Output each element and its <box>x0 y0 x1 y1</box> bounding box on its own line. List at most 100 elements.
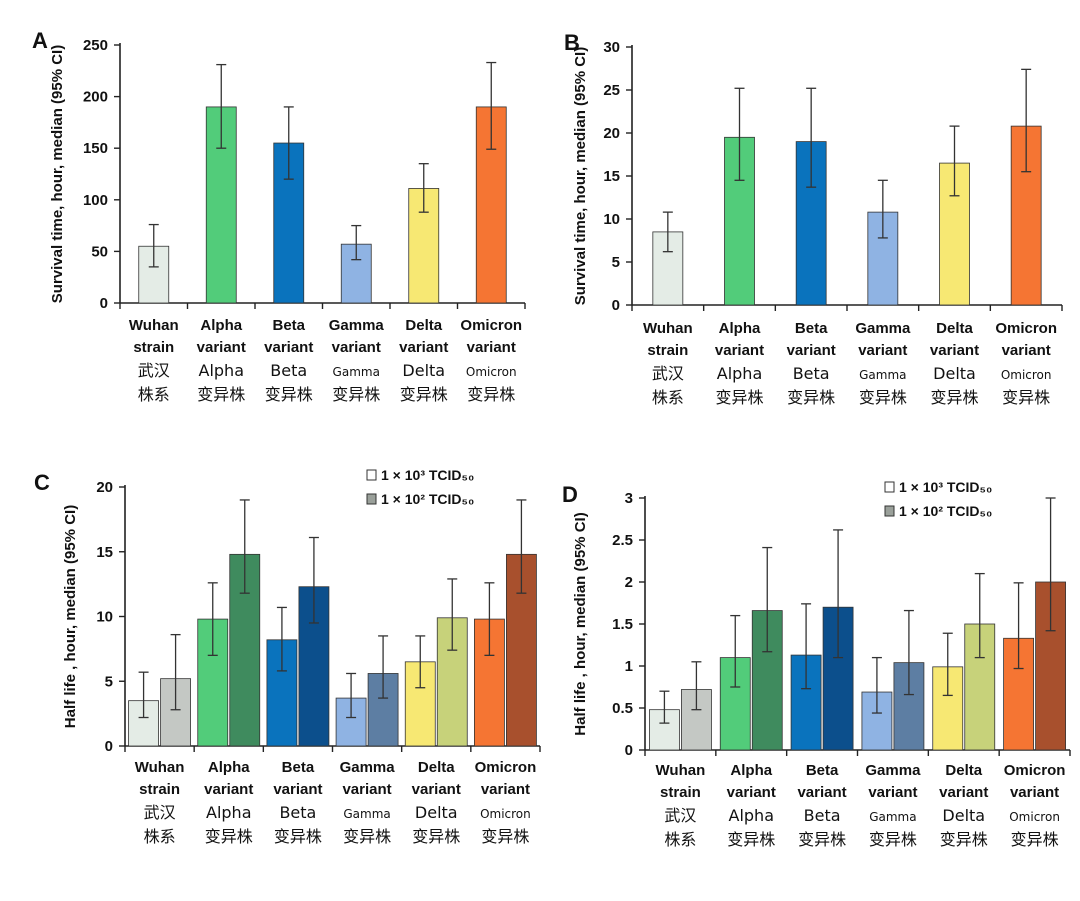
category-cn-type: 变异株 <box>1002 388 1050 407</box>
category-cn-type: 株系 <box>664 830 696 849</box>
category-name: Beta <box>272 317 305 334</box>
category-label-b-delta: Delta variant Delta 变异株 <box>930 320 979 407</box>
y-tick-label-a: 100 <box>83 192 108 209</box>
category-type: strain <box>139 781 180 798</box>
category-cn-name: Beta <box>279 803 316 822</box>
y-axis-label-b: Survival time, hour, median (95% CI) <box>572 47 589 305</box>
category-name: Delta <box>936 320 973 337</box>
category-name: Alpha <box>200 317 242 334</box>
legend-swatch-1e3 <box>366 469 377 481</box>
y-tick-label-b: 20 <box>603 125 620 142</box>
category-type: strain <box>133 339 174 356</box>
y-tick-label-d: 0.5 <box>612 700 633 717</box>
category-cn-type: 变异株 <box>467 385 515 404</box>
category-type: strain <box>660 784 701 801</box>
category-name: Omicron <box>1004 762 1066 779</box>
category-name: Gamma <box>865 762 921 779</box>
category-cn-type: 株系 <box>144 827 176 846</box>
category-label-b-alpha: Alpha variant Alpha 变异株 <box>715 320 764 407</box>
category-cn-name: Beta <box>804 806 841 825</box>
category-label-d-gamma: Gamma variant Gamma 变异株 <box>865 762 921 849</box>
y-axis-label-a: Survival time, hour, median (95% CI) <box>49 45 66 303</box>
category-cn-type: 变异株 <box>205 827 253 846</box>
category-cn-type: 变异株 <box>869 830 917 849</box>
category-cn-type: 株系 <box>138 385 170 404</box>
category-label-c-gamma: Gamma variant Gamma 变异株 <box>340 759 396 846</box>
category-type: variant <box>858 342 907 359</box>
category-type: variant <box>264 339 313 356</box>
category-name: Omicron <box>475 759 537 776</box>
category-label-c-delta: Delta variant Delta 变异株 <box>412 759 461 846</box>
category-cn-type: 变异株 <box>715 388 763 407</box>
category-cn-name: Gamma <box>869 810 916 824</box>
category-type: variant <box>197 339 246 356</box>
category-cn-type: 株系 <box>652 388 684 407</box>
y-axis-label-c: Half life , hour, median (95% CI) <box>62 505 79 728</box>
y-tick-label-c: 10 <box>96 609 113 626</box>
category-type: variant <box>342 781 391 798</box>
category-cn-type: 变异株 <box>930 388 978 407</box>
bar-c-s1-gamma <box>335 697 367 747</box>
category-cn-type: 变异株 <box>481 827 529 846</box>
category-type: variant <box>412 781 461 798</box>
y-tick-label-d: 3 <box>625 490 633 507</box>
category-cn-type: 变异株 <box>274 827 322 846</box>
category-type: variant <box>1002 342 1051 359</box>
category-type: variant <box>715 342 764 359</box>
bar-b-s1-gamma <box>867 211 899 306</box>
y-tick-label-c: 15 <box>96 544 113 561</box>
y-tick-label-b: 0 <box>612 297 620 314</box>
y-tick-label-d: 1 <box>625 658 633 675</box>
category-label-a-gamma: Gamma variant Gamma 变异株 <box>329 317 385 404</box>
legend-label-1e2: 1 × 10² TCID₅₀ <box>899 503 992 519</box>
category-cn-name: Omicron <box>1009 810 1060 824</box>
y-axis-label-d: Half life , hour, median (95% CI) <box>572 512 589 735</box>
y-tick-label-a: 50 <box>91 243 108 260</box>
y-tick-label-b: 15 <box>603 168 620 185</box>
category-type: variant <box>930 342 979 359</box>
category-cn-type: 变异株 <box>332 385 380 404</box>
category-cn-type: 变异株 <box>400 385 448 404</box>
category-cn-name: Delta <box>402 361 445 380</box>
category-cn-name: 武汉 <box>664 806 696 825</box>
chart-panel-c: C Half life , hour, median (95% CI) 0 5 10 15… <box>34 467 541 846</box>
category-cn-name: Alpha <box>199 361 245 380</box>
category-cn-name: Omicron <box>466 365 517 379</box>
category-label-c-beta: Beta variant Beta 变异株 <box>273 759 322 846</box>
category-name: Delta <box>418 759 455 776</box>
category-cn-name: Gamma <box>333 365 380 379</box>
category-type: variant <box>332 339 381 356</box>
category-cn-name: Alpha <box>729 806 775 825</box>
category-cn-type: 变异株 <box>727 830 775 849</box>
category-cn-type: 变异株 <box>412 827 460 846</box>
category-cn-name: Delta <box>942 806 985 825</box>
category-name: Gamma <box>340 759 396 776</box>
category-label-d-beta: Beta variant Beta 变异株 <box>797 762 846 849</box>
category-label-a-omicron: Omicron variant Omicron 变异株 <box>460 317 522 404</box>
category-label-d-delta: Delta variant Delta 变异株 <box>939 762 988 849</box>
panel-letter-d: D <box>562 482 578 507</box>
category-cn-type: 变异株 <box>940 830 988 849</box>
legend-label-1e3: 1 × 10³ TCID₅₀ <box>381 467 474 483</box>
category-name: Beta <box>795 320 828 337</box>
legend-d: 1 × 10³ TCID₅₀ 1 × 10² TCID₅₀ <box>884 479 992 519</box>
chart-panel-d: D Half life , hour, median (95% CI) 0 0.5 1 1… <box>562 479 1071 849</box>
category-cn-name: Delta <box>933 364 976 383</box>
category-name: Wuhan <box>129 317 179 334</box>
category-type: variant <box>399 339 448 356</box>
category-name: Alpha <box>730 762 772 779</box>
y-tick-label-b: 30 <box>603 39 620 56</box>
y-tick-label-d: 2.5 <box>612 532 633 549</box>
category-cn-name: Gamma <box>859 368 906 382</box>
category-label-c-omicron: Omicron variant Omicron 变异株 <box>475 759 537 846</box>
category-cn-type: 变异株 <box>1011 830 1059 849</box>
y-tick-label-a: 0 <box>100 295 108 312</box>
category-type: strain <box>647 342 688 359</box>
category-cn-name: 武汉 <box>144 803 176 822</box>
category-cn-name: Beta <box>270 361 307 380</box>
legend-label-1e3: 1 × 10³ TCID₅₀ <box>899 479 992 495</box>
